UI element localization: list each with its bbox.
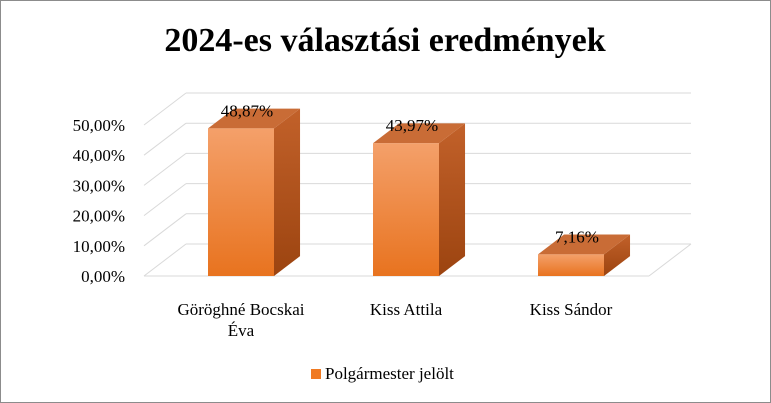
y-tick-label: 0,00% — [81, 267, 125, 286]
bar — [208, 108, 301, 276]
bars — [208, 108, 631, 276]
floor-edge — [648, 243, 692, 277]
bar — [538, 234, 631, 276]
legend: Polgármester jelölt — [311, 364, 454, 383]
category-label: Kiss Attila — [370, 300, 443, 319]
y-tick-label: 30,00% — [73, 176, 125, 195]
y-axis-ticks: 0,00% 10,00% 20,00% 30,00% 40,00% 50,00% — [73, 116, 125, 286]
data-label: 48,87% — [221, 101, 273, 120]
data-label: 7,16% — [555, 227, 599, 246]
category-label: Göröghné Bocskai — [177, 300, 304, 319]
chart-title: 2024-es választási eredmények — [164, 22, 605, 59]
y-tick-label: 40,00% — [73, 146, 125, 165]
category-labels: Göröghné Bocskai Éva Kiss Attila Kiss Sándo… — [177, 300, 612, 340]
bar — [373, 123, 466, 276]
legend-swatch — [311, 369, 321, 379]
y-tick-label: 50,00% — [73, 116, 125, 135]
gridline — [143, 92, 691, 126]
y-tick-label: 20,00% — [73, 207, 125, 226]
data-labels: 48,87% 43,97% 7,16% — [221, 101, 599, 246]
legend-label: Polgármester jelölt — [325, 364, 454, 383]
category-label: Éva — [228, 321, 255, 340]
y-tick-label: 10,00% — [73, 237, 125, 256]
data-label: 43,97% — [386, 116, 438, 135]
category-label: Kiss Sándor — [530, 300, 613, 319]
